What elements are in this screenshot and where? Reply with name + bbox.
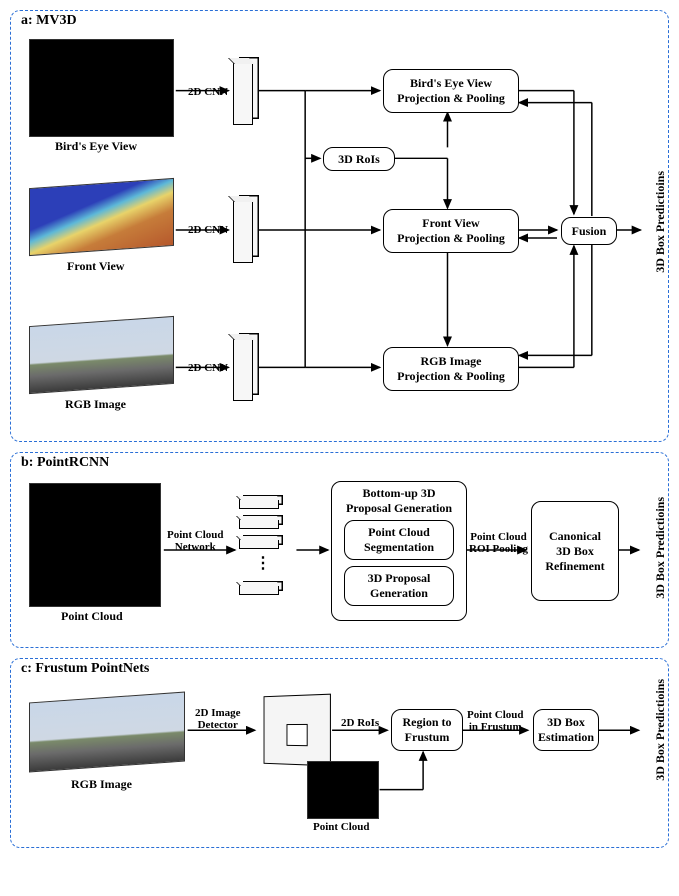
fv-caption: Front View: [67, 259, 124, 274]
bev-caption: Bird's Eye View: [55, 139, 137, 154]
rois-3d-label: 3D RoIs: [338, 152, 380, 167]
rois-3d-block: 3D RoIs: [323, 147, 395, 171]
output-label-c: 3D Box Predictioins: [653, 679, 668, 781]
panel-mv3d: a: MV3D: [10, 10, 669, 442]
frustum-pc-caption: Point Cloud: [313, 821, 370, 833]
bev-proj-block: Bird's Eye View Projection & Pooling: [383, 69, 519, 113]
panel-frustum: c: Frustum PointNets RGB Image 2D Image …: [10, 658, 669, 848]
rgb-image: [29, 316, 174, 394]
rgb-cnn-block: 2D CNN: [233, 339, 253, 401]
roi-hole: [286, 724, 307, 746]
fv-proj-block: Front View Projection & Pooling: [383, 209, 519, 253]
gen-block: 3D Proposal Generation: [344, 566, 454, 606]
fusion-block: Fusion: [561, 217, 617, 245]
box-estimation-block: 3D Box Estimation: [533, 709, 599, 751]
frustum-rgb-caption: RGB Image: [71, 777, 132, 792]
roi-plane: [264, 694, 331, 767]
proposal-title: Bottom-up 3D Proposal Generation: [346, 486, 452, 516]
feature-slab-n: [239, 585, 279, 595]
feature-slab-1: [239, 499, 279, 509]
region-to-frustum-block: Region to Frustum: [391, 709, 463, 751]
rgb-caption: RGB Image: [65, 397, 126, 412]
proposal-outer-block: Bottom-up 3D Proposal Generation Point C…: [331, 481, 467, 621]
output-label-a: 3D Box Predictioins: [653, 171, 668, 273]
frustum-rgb-image: [29, 692, 185, 773]
rgb-cnn-label: 2D CNN: [188, 362, 228, 374]
rois-2d-label: 2D RoIs: [341, 717, 379, 729]
pc-in-frustum-label: Point Cloud in Frustum: [467, 709, 524, 733]
roi-pool-label: Point Cloud ROI Pooling: [469, 531, 528, 555]
panel-a-title: a: MV3D: [21, 13, 77, 29]
panel-c-title: c: Frustum PointNets: [21, 661, 149, 677]
fv-cnn-label: 2D CNN: [188, 224, 228, 236]
output-label-b: 3D Box Predictioins: [653, 497, 668, 599]
detector-label: 2D Image Detector: [195, 707, 241, 731]
feature-slab-3: [239, 539, 279, 549]
panel-b-title: b: PointRCNN: [21, 455, 109, 471]
point-cloud-image: [29, 483, 161, 607]
front-view-image: [29, 178, 174, 256]
seg-block: Point Cloud Segmentation: [344, 520, 454, 560]
panel-pointrcnn: b: PointRCNN Point Cloud Point Cloud Net…: [10, 452, 669, 648]
point-cloud-caption: Point Cloud: [61, 609, 123, 624]
pc-network-label: Point Cloud Network: [167, 529, 224, 553]
frustum-pc-image: [307, 761, 379, 819]
feature-slab-2: [239, 519, 279, 529]
feature-dots: ⋮: [255, 553, 271, 573]
bev-image: [29, 39, 174, 137]
refine-block: Canonical 3D Box Refinement: [531, 501, 619, 601]
fv-cnn-block: 2D CNN: [233, 201, 253, 263]
rgb-proj-block: RGB Image Projection & Pooling: [383, 347, 519, 391]
bev-cnn-block: 2D CNN: [233, 63, 253, 125]
bev-cnn-label: 2D CNN: [188, 86, 228, 98]
